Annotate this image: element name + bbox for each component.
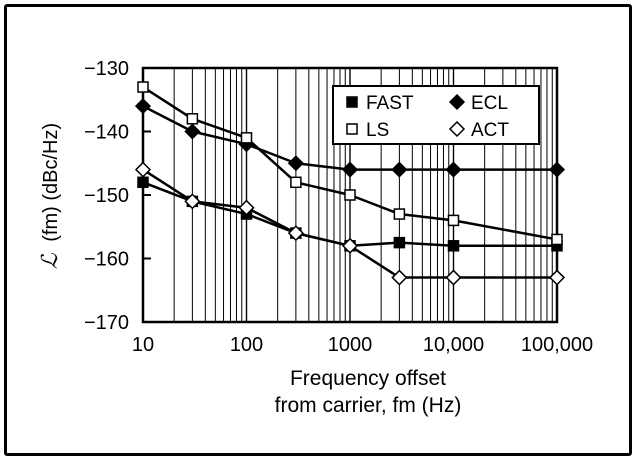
data-point-ls	[551, 233, 563, 246]
x-tick-label: 100,000	[521, 334, 593, 356]
x-axis-ticks: 10 100 1000 10,000 100,000	[132, 334, 593, 356]
legend-label-fast: FAST	[366, 93, 414, 114]
y-tick-label: −160	[84, 249, 129, 271]
series-lines	[142, 85, 558, 279]
legend-marker-fast	[346, 96, 358, 108]
legend-marker-ecl	[448, 93, 466, 111]
series-line-ecl	[142, 104, 557, 171]
legend-label-ls: LS	[366, 120, 389, 141]
data-point-ls	[447, 214, 460, 227]
data-point-ecl	[445, 161, 462, 178]
x-axis-label-line2: from carrier, fm (Hz)	[275, 394, 462, 417]
x-axis-label-line1: Frequency offset	[290, 367, 446, 390]
y-axis-label-text: (fm) (dBc/Hz)	[40, 123, 62, 242]
data-point-act	[238, 199, 255, 216]
y-axis-label-script: ℒ	[38, 252, 63, 269]
data-point-ecl	[134, 98, 152, 115]
data-point-ecl	[548, 161, 566, 178]
data-point-act	[287, 225, 304, 242]
x-tick-label: 100	[230, 334, 263, 356]
y-tick-label: −150	[84, 185, 129, 207]
data-point-ls	[344, 189, 356, 201]
y-axis-ticks: −130 −140 −150 −160 −170	[84, 58, 151, 334]
legend-label-ecl: ECL	[471, 93, 508, 114]
data-point-ls	[137, 81, 149, 93]
legend: FAST ECL LS ACT	[332, 85, 540, 145]
y-tick-label: −130	[84, 58, 129, 80]
data-point-act	[445, 269, 462, 286]
legend-label-act: ACT	[471, 120, 509, 141]
x-tick-label: 10	[132, 334, 154, 356]
series-line-ls	[142, 85, 558, 241]
data-point-act	[134, 161, 152, 178]
chart-frame	[4, 4, 632, 456]
data-point-fast	[393, 236, 406, 249]
data-point-ls	[186, 113, 199, 125]
data-point-ls	[393, 208, 406, 220]
legend-marker-act	[448, 120, 466, 138]
data-point-ls	[290, 176, 302, 189]
data-point-ecl	[184, 123, 201, 140]
y-tick-label: −170	[84, 312, 129, 334]
data-point-act	[391, 269, 408, 286]
data-point-act	[341, 237, 359, 254]
y-tick-label: −140	[84, 122, 129, 144]
data-point-ecl	[287, 155, 304, 172]
data-point-ecl	[391, 161, 408, 178]
data-point-ls	[240, 132, 253, 144]
data-point-fast	[137, 176, 149, 189]
y-axis-label: ℒ (fm) (dBc/Hz)	[38, 123, 63, 269]
data-point-fast	[447, 240, 460, 252]
data-point-ecl	[341, 161, 359, 178]
data-point-act	[184, 193, 201, 210]
legend-marker-ls	[346, 123, 358, 135]
x-tick-label: 1000	[328, 334, 373, 356]
data-point-act	[548, 269, 566, 286]
series-line-act	[142, 168, 557, 279]
svg-text:ℒ (fm) (dBc/Hz): ℒ (fm) (dBc/Hz)	[38, 123, 63, 269]
legend-box	[332, 85, 540, 145]
series-markers	[134, 81, 566, 286]
x-tick-label: 10,000	[423, 334, 484, 356]
